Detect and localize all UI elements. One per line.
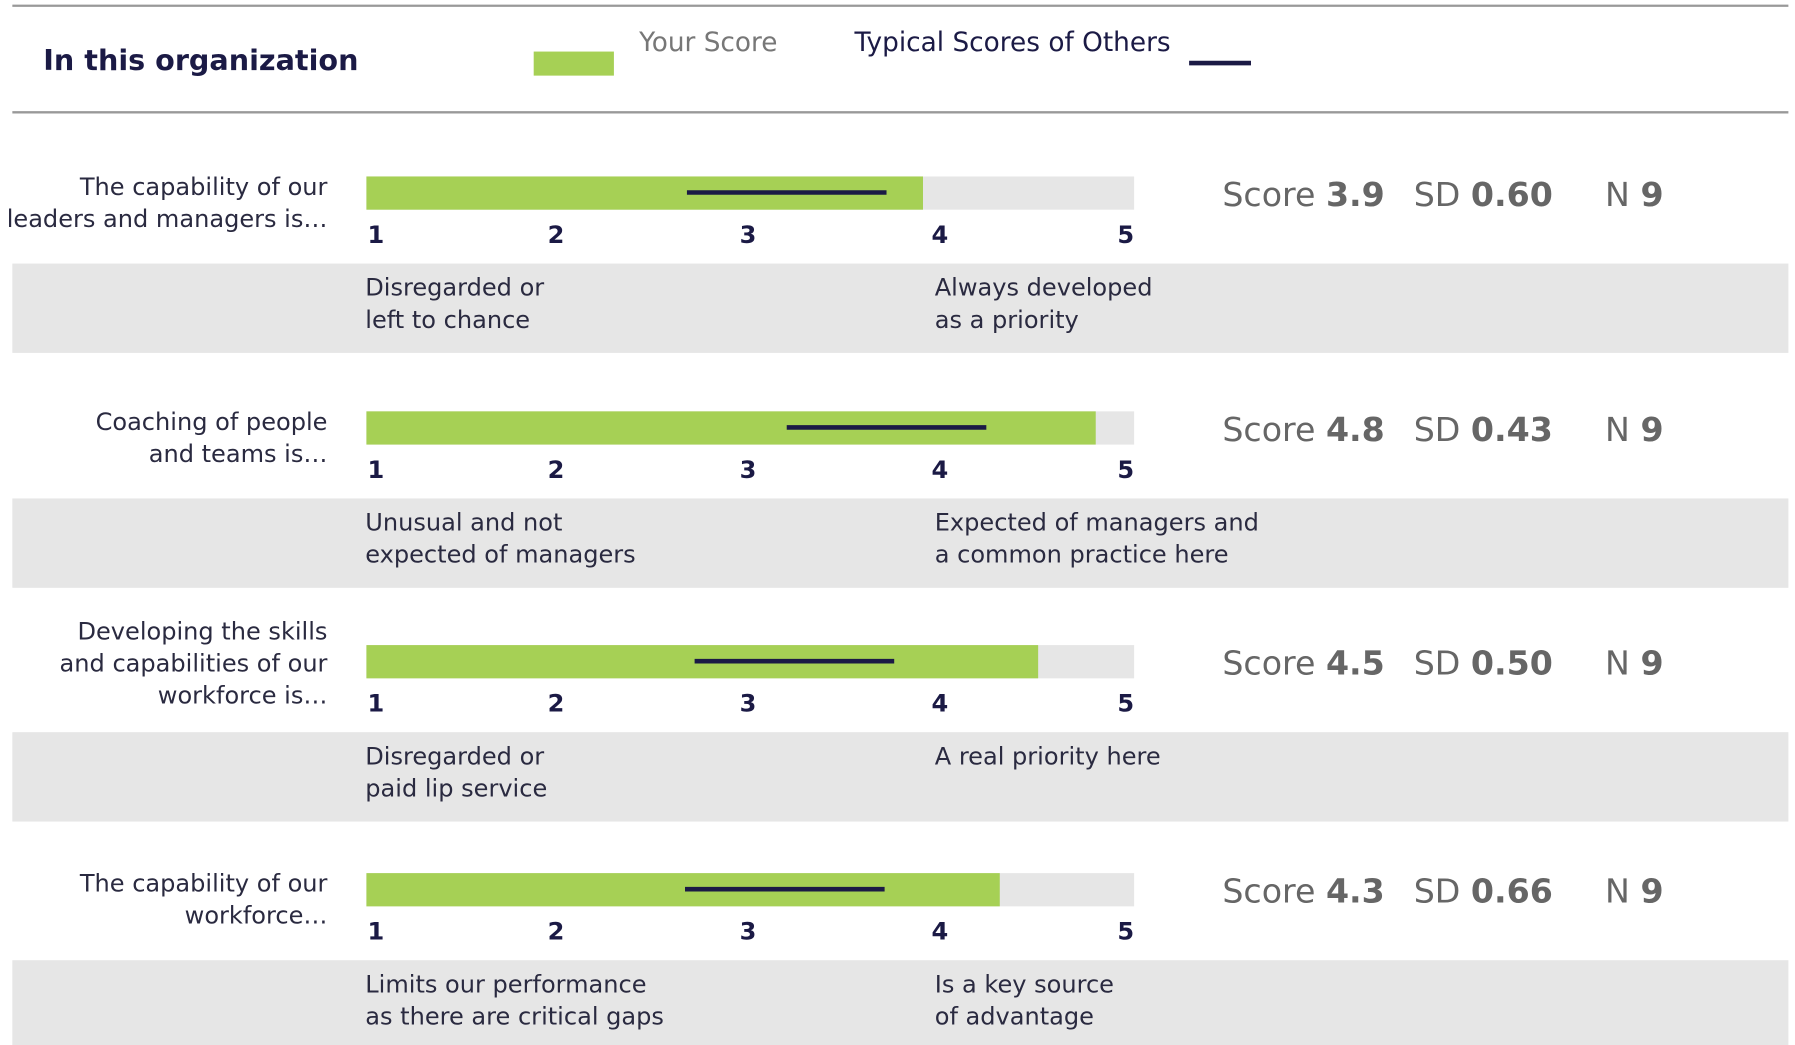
item-label: and capabilities of our — [60, 650, 328, 678]
stat: SD 0.60 — [1414, 174, 1553, 213]
high-anchor: A real priority here — [935, 742, 1161, 770]
stat: SD 0.43 — [1414, 409, 1553, 448]
high-anchor: Is a key source — [935, 970, 1114, 998]
anchor-band — [12, 263, 1789, 353]
stat: N 9 — [1605, 174, 1664, 213]
stat-value: 3.9 — [1326, 174, 1385, 213]
stat: SD 0.66 — [1414, 871, 1553, 910]
stat-value: 0.43 — [1471, 409, 1553, 448]
stat-value: 4.3 — [1326, 871, 1385, 910]
x-tick-label: 3 — [740, 918, 757, 946]
stat: N 9 — [1605, 643, 1664, 682]
stat: N 9 — [1605, 409, 1664, 448]
x-tick-label: 1 — [368, 690, 385, 718]
stat-label: SD — [1414, 643, 1461, 682]
stat-label: N — [1605, 871, 1630, 910]
stat-value: 9 — [1640, 174, 1663, 213]
item-label: The capability of our — [79, 173, 328, 201]
x-tick-label: 1 — [368, 456, 385, 484]
high-anchor: a common practice here — [935, 541, 1229, 569]
stat-label: Score — [1222, 409, 1315, 448]
legend-swatch — [533, 51, 614, 76]
x-tick-label: 3 — [740, 221, 757, 249]
x-tick-label: 4 — [932, 456, 949, 484]
stat-value: 9 — [1640, 643, 1663, 682]
stat-value: 0.60 — [1471, 174, 1553, 213]
stat-label: N — [1605, 174, 1630, 213]
stat-value: 9 — [1640, 409, 1663, 448]
x-tick-label: 3 — [740, 456, 757, 484]
low-anchor: Disregarded or — [365, 274, 544, 302]
item-label: and teams is… — [149, 440, 328, 468]
low-anchor: Unusual and not — [365, 509, 562, 537]
x-tick-label: 2 — [548, 918, 565, 946]
x-tick-label: 1 — [368, 918, 385, 946]
x-tick-label: 2 — [548, 221, 565, 249]
low-anchor: paid lip service — [365, 774, 547, 802]
x-tick-label: 5 — [1117, 456, 1134, 484]
low-anchor: expected of managers — [365, 541, 635, 569]
stat-label: Score — [1222, 174, 1315, 213]
high-anchor: of advantage — [935, 1002, 1094, 1030]
anchor-band — [12, 732, 1789, 822]
x-tick-label: 1 — [368, 221, 385, 249]
stat-label: N — [1605, 643, 1630, 682]
legend-label: Typical Scores of Others — [854, 28, 1171, 58]
low-anchor: Disregarded or — [365, 742, 544, 770]
item-label: workforce is… — [158, 682, 328, 710]
low-anchor: as there are critical gaps — [365, 1002, 664, 1030]
high-anchor: Expected of managers and — [935, 509, 1259, 537]
stat-value: 0.66 — [1471, 871, 1553, 910]
stat-label: Score — [1222, 871, 1315, 910]
stat: Score 4.5 — [1222, 643, 1384, 682]
stat: Score 3.9 — [1222, 174, 1384, 213]
stat-label: SD — [1414, 174, 1461, 213]
title: In this organization — [43, 43, 358, 77]
low-anchor: Limits our performance — [365, 970, 646, 998]
x-tick-label: 4 — [932, 918, 949, 946]
x-tick-label: 2 — [548, 690, 565, 718]
x-tick-label: 3 — [740, 690, 757, 718]
high-anchor: Always developed — [935, 274, 1153, 302]
stat: SD 0.50 — [1414, 643, 1553, 682]
stat-label: N — [1605, 409, 1630, 448]
stat-label: Score — [1222, 643, 1315, 682]
stat-value: 4.8 — [1326, 409, 1385, 448]
low-anchor: left to chance — [365, 306, 530, 334]
stat-value: 0.50 — [1471, 643, 1553, 682]
x-tick-label: 5 — [1117, 221, 1134, 249]
item-label: Coaching of people — [96, 408, 328, 436]
item-label: The capability of our — [79, 870, 328, 898]
x-tick-label: 2 — [548, 456, 565, 484]
item-label: leaders and managers is… — [7, 205, 328, 233]
stat: Score 4.3 — [1222, 871, 1384, 910]
item-label: Developing the skills — [77, 617, 327, 645]
high-anchor: as a priority — [935, 306, 1079, 334]
stat: Score 4.8 — [1222, 409, 1384, 448]
legend-label: Your Score — [638, 28, 777, 58]
anchor-band — [12, 498, 1789, 588]
x-tick-label: 5 — [1117, 690, 1134, 718]
x-tick-label: 4 — [932, 221, 949, 249]
stat-value: 9 — [1640, 871, 1663, 910]
stat-value: 4.5 — [1326, 643, 1385, 682]
stat: N 9 — [1605, 871, 1664, 910]
anchor-band — [12, 960, 1789, 1045]
stat-label: SD — [1414, 871, 1461, 910]
stat-label: SD — [1414, 409, 1461, 448]
score-bar — [366, 873, 1000, 907]
x-tick-label: 5 — [1117, 918, 1134, 946]
x-tick-label: 4 — [932, 690, 949, 718]
item-label: workforce… — [185, 902, 328, 930]
